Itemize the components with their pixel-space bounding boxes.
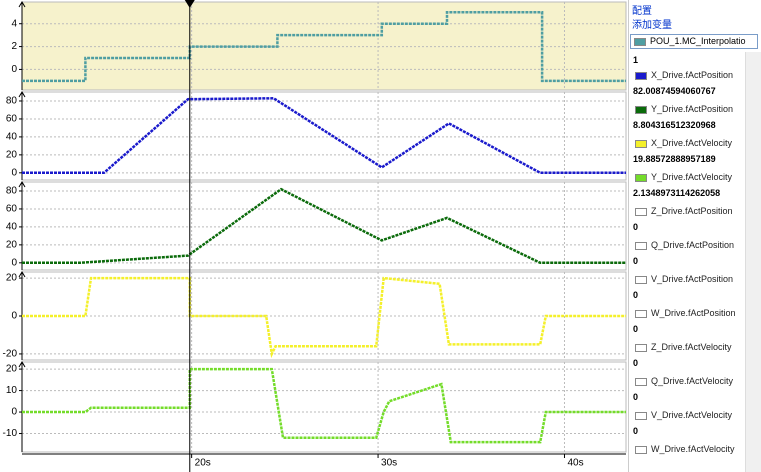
y-tick-label: 40 xyxy=(6,132,18,143)
variable-name: V_Drive.fActPosition xyxy=(651,274,734,284)
variable-color xyxy=(635,173,647,182)
x-tick-label: 40s xyxy=(567,458,583,469)
variable-color xyxy=(635,207,647,216)
variable-item[interactable]: X_Drive.fActVelocity xyxy=(632,138,732,148)
y-tick-label: 0 xyxy=(11,64,17,75)
variable-color xyxy=(635,241,647,250)
variable-color xyxy=(635,411,647,420)
add-variable-link[interactable]: 添加变量 xyxy=(632,20,672,31)
y-tick-label: 60 xyxy=(6,204,18,215)
plot-background xyxy=(21,91,627,181)
variable-color xyxy=(635,343,647,352)
y-tick-label: 0 xyxy=(11,311,17,322)
trace-line xyxy=(22,187,626,265)
selector-text: POU_1.MC_Interpolatio xyxy=(650,36,746,46)
variable-value: 19.88572888957189 xyxy=(633,154,716,164)
variable-value: 0 xyxy=(633,324,639,334)
y-tick-label: 20 xyxy=(6,364,18,375)
variable-value: 82.00874594060767 xyxy=(633,86,716,96)
x-tick-label: 20s xyxy=(195,458,211,469)
variable-name: V_Drive.fActVelocity xyxy=(651,410,733,420)
variable-item[interactable]: W_Drive.fActVelocity xyxy=(632,444,735,454)
cursor-handle xyxy=(184,0,195,8)
y-tick-label: 10 xyxy=(6,385,18,396)
y-axis-arrow xyxy=(18,91,26,98)
trace-line xyxy=(22,276,626,359)
variable-name: X_Drive.fActPosition xyxy=(651,70,734,80)
variable-name: Z_Drive.fActVelocity xyxy=(651,342,732,352)
variable-name: Q_Drive.fActVelocity xyxy=(651,376,734,386)
variable-name: X_Drive.fActVelocity xyxy=(651,138,733,148)
y-tick-label: -10 xyxy=(3,428,18,439)
variable-value: 0 xyxy=(633,290,639,300)
variable-name: Z_Drive.fActPosition xyxy=(651,206,733,216)
variable-item[interactable]: X_Drive.fActPosition xyxy=(632,70,733,80)
plot-background xyxy=(21,1,627,91)
variable-color xyxy=(635,139,647,148)
variable-panel: 配置 添加变量 POU_1.MC_Interpolatio 1 X_Drive.… xyxy=(628,0,761,472)
y-tick-label: 20 xyxy=(6,149,18,160)
variable-name: Q_Drive.fActPosition xyxy=(651,240,735,250)
variable-name: Y_Drive.fActPosition xyxy=(651,104,734,114)
y-axis-arrow xyxy=(18,361,26,368)
variable-item[interactable]: Q_Drive.fActPosition xyxy=(632,240,734,250)
y-tick-label: -20 xyxy=(3,349,18,360)
variable-color xyxy=(635,275,647,284)
variable-item[interactable]: Q_Drive.fActVelocity xyxy=(632,376,733,386)
scrollbar[interactable] xyxy=(745,52,761,472)
variable-item[interactable]: Y_Drive.fActPosition xyxy=(632,104,733,114)
variable-item[interactable]: Z_Drive.fActVelocity xyxy=(632,342,732,352)
variable-color xyxy=(635,377,647,386)
variable-color xyxy=(635,309,647,318)
y-axis-arrow xyxy=(18,271,26,278)
variable-item[interactable]: V_Drive.fActVelocity xyxy=(632,410,732,420)
variable-value: 0 xyxy=(633,392,639,402)
variable-value: 0 xyxy=(633,222,639,232)
trace-line xyxy=(22,11,626,83)
selector[interactable]: POU_1.MC_Interpolatio xyxy=(630,34,758,49)
trace-line xyxy=(22,367,626,444)
variable-item[interactable]: W_Drive.fActPosition xyxy=(632,308,736,318)
y-tick-label: 20 xyxy=(6,273,18,284)
variable-value: 0 xyxy=(633,358,639,368)
variable-value: 8.804316512320968 xyxy=(633,120,716,130)
x-tick-label: 30s xyxy=(381,458,397,469)
variable-name: Y_Drive.fActVelocity xyxy=(651,172,733,182)
y-tick-label: 80 xyxy=(6,186,18,197)
y-tick-label: 40 xyxy=(6,222,18,233)
variable-name: W_Drive.fActVelocity xyxy=(651,444,735,454)
variable-item[interactable]: Y_Drive.fActVelocity xyxy=(632,172,732,182)
plot-background xyxy=(21,181,627,271)
y-tick-label: 60 xyxy=(6,114,18,125)
variable-item[interactable]: Z_Drive.fActPosition xyxy=(632,206,733,216)
y-tick-label: 0 xyxy=(11,407,17,418)
y-tick-label: 2 xyxy=(11,41,17,52)
config-link[interactable]: 配置 xyxy=(632,6,652,17)
y-tick-label: 80 xyxy=(6,96,18,107)
variable-color xyxy=(635,445,647,454)
variable-value: 0 xyxy=(633,426,639,436)
y-tick-label: 0 xyxy=(11,167,17,178)
selector-value: 1 xyxy=(633,55,639,65)
variable-item[interactable]: V_Drive.fActPosition xyxy=(632,274,733,284)
variable-value: 0 xyxy=(633,256,639,266)
variable-name: W_Drive.fActPosition xyxy=(651,308,736,318)
y-axis-arrow xyxy=(18,1,26,8)
variable-color xyxy=(635,105,647,114)
y-axis-arrow xyxy=(18,181,26,188)
trace-line xyxy=(22,97,626,175)
variable-color xyxy=(635,71,647,80)
variable-value: 2.1348973114262058 xyxy=(633,188,721,198)
y-tick-label: 4 xyxy=(11,18,17,29)
selector-swatch xyxy=(634,37,646,46)
y-tick-label: 20 xyxy=(6,239,18,250)
y-tick-label: 0 xyxy=(11,257,17,268)
